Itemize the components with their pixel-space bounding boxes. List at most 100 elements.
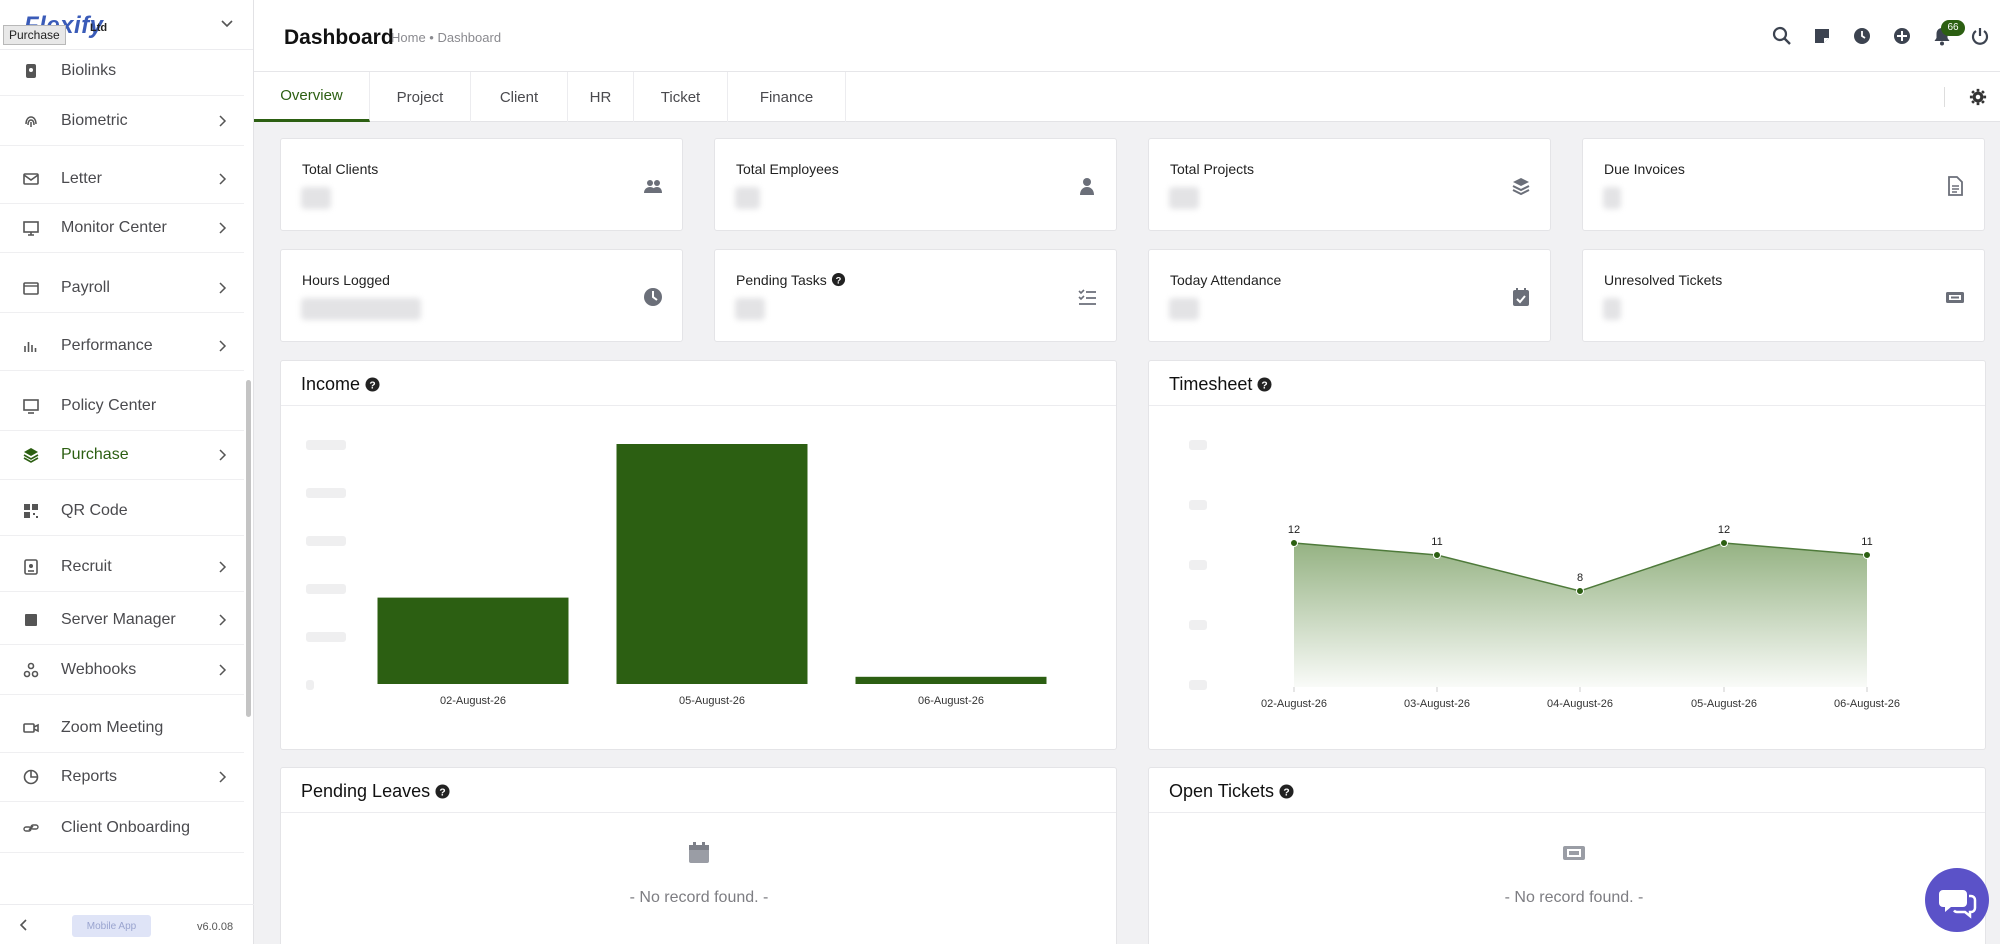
tab-project[interactable]: Project [370, 72, 471, 122]
stat-card-pending-tasks[interactable]: Pending Tasks ? [714, 249, 1117, 342]
x-tick-label: 03-August-26 [1404, 698, 1470, 710]
y-tick-label-blurred [306, 488, 346, 498]
sidebar-item-label: Policy Center [61, 396, 157, 414]
sidebar-item-recruit[interactable]: Recruit [0, 542, 244, 592]
breadcrumb[interactable]: Home • Dashboard [391, 30, 502, 45]
svg-text:?: ? [1283, 787, 1289, 798]
y-tick-label-blurred [306, 584, 346, 594]
y-tick-label-blurred [1189, 680, 1207, 690]
help-icon[interactable]: ? [1257, 377, 1272, 392]
svg-text:?: ? [369, 380, 375, 391]
wallet-icon [23, 281, 39, 295]
timesheet-panel: Timesheet ? 12 02-August-26 11 03-August-26… [1148, 360, 1986, 750]
sidebar-item-label: Server Manager [61, 610, 176, 628]
tab-ticket[interactable]: Ticket [634, 72, 728, 122]
empty-state-text: - No record found. - [629, 889, 769, 906]
ticket-icon [1946, 292, 1964, 303]
stat-card-due-invoices[interactable]: Due Invoices [1582, 138, 1985, 231]
chevron-right-icon [219, 339, 227, 352]
data-label: 12 [1288, 524, 1300, 536]
sidebar: Flexify Ltd Purchase Biolinks Biometric Le… [0, 0, 254, 944]
sidebar-item-label: Zoom Meeting [61, 718, 164, 736]
task-list-icon [1078, 289, 1096, 305]
stat-card-value-blurred [1169, 187, 1199, 209]
stat-card-title: Total Employees [736, 161, 839, 177]
clock-icon[interactable] [1852, 26, 1872, 46]
sidebar-item-server-manager[interactable]: Server Manager [0, 595, 244, 645]
tab-finance[interactable]: Finance [728, 72, 846, 122]
sidebar-item-monitor-center[interactable]: Monitor Center [0, 203, 244, 253]
sidebar-item-qr-code[interactable]: QR Code [0, 486, 244, 536]
tab-overview[interactable]: Overview [254, 72, 370, 122]
sidebar-item-reports[interactable]: Reports [0, 752, 244, 802]
collapse-sidebar-icon[interactable] [16, 917, 32, 933]
timesheet-point [1720, 539, 1728, 547]
sidebar-item-performance[interactable]: Performance [0, 321, 244, 371]
sidebar-item-label: Biolinks [61, 61, 117, 79]
sticky-note-icon[interactable] [1812, 26, 1832, 46]
timesheet-point [1433, 551, 1441, 559]
income-chart: 02-August-26 05-August-26 06-August-26 [306, 440, 1047, 707]
stat-card-title: Hours Logged [302, 272, 390, 288]
help-icon[interactable]: ? [435, 784, 450, 799]
sidebar-item-biolinks[interactable]: Biolinks [0, 46, 244, 96]
dashboard-tabs: Overview Project Client HR Ticket Finance [254, 72, 2000, 122]
pending-leaves-panel: Pending Leaves ? - No record found. - [280, 767, 1117, 944]
sidebar-scrollbar[interactable] [246, 380, 251, 717]
stat-card-hours-logged[interactable]: Hours Logged [280, 249, 683, 342]
stat-card-title: Pending Tasks [736, 272, 827, 288]
file-invoice-icon [1948, 176, 1963, 196]
chat-icon [1939, 890, 1977, 919]
stat-card-today-attendance[interactable]: Today Attendance [1148, 249, 1551, 342]
y-tick-label-blurred [1189, 560, 1207, 570]
data-label: 11 [1431, 536, 1442, 548]
search-icon[interactable] [1772, 26, 1792, 46]
sidebar-item-label: Recruit [61, 557, 112, 575]
bar-chart-icon [24, 341, 37, 352]
chevron-down-icon[interactable] [218, 15, 236, 33]
sidebar-item-purchase[interactable]: Purchase [0, 430, 244, 480]
sidebar-item-biometric[interactable]: Biometric [0, 96, 244, 146]
stat-card-total-employees[interactable]: Total Employees [714, 138, 1117, 231]
help-icon[interactable]: ? [365, 377, 380, 392]
sidebar-item-webhooks[interactable]: Webhooks [0, 645, 244, 695]
mobile-app-button[interactable]: Mobile App [72, 915, 151, 937]
sidebar-item-label: Letter [61, 169, 102, 187]
gear-icon[interactable] [1969, 88, 1987, 106]
stat-card-value-blurred [1169, 298, 1199, 320]
help-icon[interactable]: ? [831, 272, 846, 287]
timesheet-point [1863, 551, 1871, 559]
help-icon[interactable]: ? [1279, 784, 1294, 799]
sidebar-item-client-onboarding[interactable]: Client Onboarding [0, 803, 244, 853]
sidebar-item-payroll[interactable]: Payroll [0, 263, 244, 313]
y-tick-label-blurred [1189, 500, 1207, 510]
tooltip: Purchase [3, 25, 66, 45]
add-circle-icon[interactable] [1892, 26, 1912, 46]
x-tick-label: 02-August-26 [1261, 698, 1327, 710]
stat-card-title: Total Projects [1170, 161, 1255, 177]
sidebar-item-letter[interactable]: Letter [0, 154, 244, 204]
calendar-icon [689, 842, 709, 863]
app-version: v6.0.08 [197, 921, 234, 933]
chevron-right-icon [219, 281, 227, 294]
sidebar-item-zoom-meeting[interactable]: Zoom Meeting [0, 703, 244, 753]
fingerprint-icon [25, 115, 37, 127]
pending-leaves-title: Pending Leaves [301, 781, 431, 801]
monitor-icon [23, 220, 39, 236]
tab-client[interactable]: Client [471, 72, 568, 122]
x-tick-label: 04-August-26 [1547, 698, 1613, 710]
chat-launcher-button[interactable] [1925, 868, 1989, 932]
stat-card-total-projects[interactable]: Total Projects [1148, 138, 1551, 231]
power-icon[interactable] [1970, 26, 1990, 46]
open-tickets-header: Open Tickets ? [1149, 768, 1985, 813]
envelope-icon [23, 172, 39, 185]
tab-hr[interactable]: HR [568, 72, 634, 122]
link-icon [23, 823, 39, 832]
sidebar-item-policy-center[interactable]: Policy Center [0, 381, 244, 431]
sidebar-item-label: Monitor Center [61, 218, 167, 236]
stat-card-value-blurred [1603, 298, 1621, 320]
timesheet-title: Timesheet [1169, 374, 1253, 394]
stat-card-total-clients[interactable]: Total Clients [280, 138, 683, 231]
stat-card-unresolved-tickets[interactable]: Unresolved Tickets [1582, 249, 1985, 342]
income-panel: Income ? 02-August-26 05-August-26 06-Augu… [280, 360, 1117, 750]
